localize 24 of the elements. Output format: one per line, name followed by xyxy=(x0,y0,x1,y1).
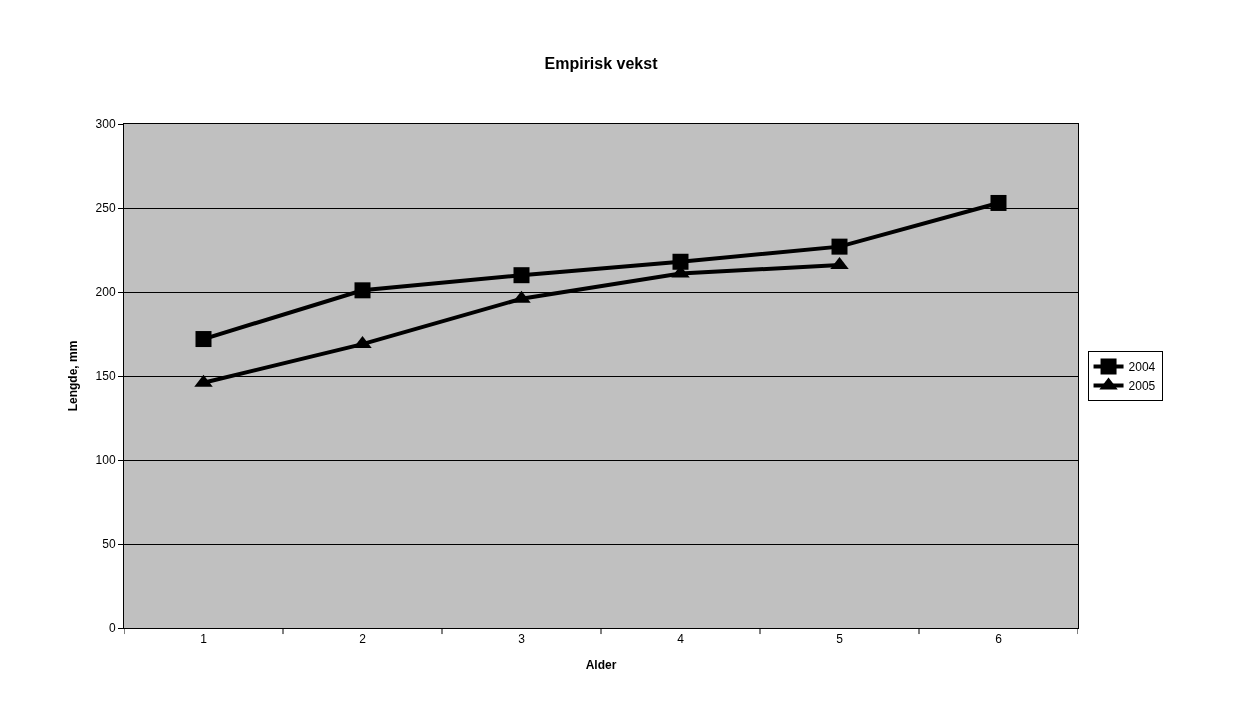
x-tick-label: 4 xyxy=(677,632,685,647)
y-tick-label: 100 xyxy=(95,453,116,468)
x-tick-label: 6 xyxy=(995,632,1003,647)
y-tick-label: 300 xyxy=(95,117,116,132)
point xyxy=(831,238,848,255)
y-tick-label: 150 xyxy=(95,369,116,384)
y-tick-label: 0 xyxy=(108,621,116,636)
x-tick-label: 3 xyxy=(518,632,526,647)
point xyxy=(195,331,212,348)
y-tick-label: 50 xyxy=(102,537,116,552)
x-tick-label: 1 xyxy=(200,632,208,647)
x-tick-label: 2 xyxy=(359,632,367,647)
y-axis-title: Lengde, mm xyxy=(65,340,80,412)
x-tick-label: 5 xyxy=(836,632,844,647)
legend-label: 2004 xyxy=(1128,360,1156,375)
point xyxy=(354,282,371,299)
y-tick-label: 200 xyxy=(95,285,116,300)
x-axis-title: Alder xyxy=(585,658,617,673)
point xyxy=(672,253,689,270)
legend-label: 2005 xyxy=(1128,379,1156,394)
point xyxy=(990,194,1007,211)
point xyxy=(513,267,530,284)
y-tick-label: 250 xyxy=(95,201,116,216)
chart-title: Empirisk vekst xyxy=(544,54,659,72)
